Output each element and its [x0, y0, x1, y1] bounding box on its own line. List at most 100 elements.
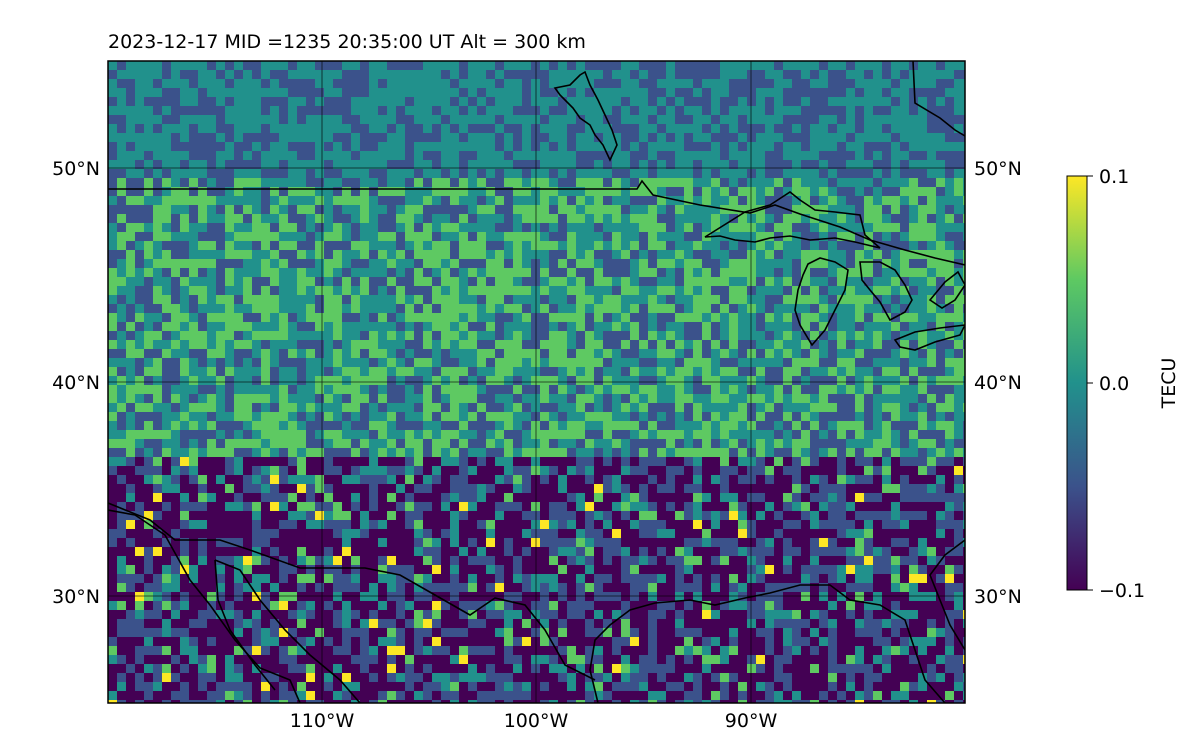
tec-cell — [657, 313, 666, 322]
tec-cell — [486, 421, 495, 430]
tec-cell — [495, 331, 504, 340]
tec-cell — [504, 448, 513, 457]
tec-cell — [441, 106, 450, 115]
tec-cell — [927, 520, 936, 529]
tec-cell — [657, 511, 666, 520]
tec-cell — [216, 295, 225, 304]
tec-cell — [378, 331, 387, 340]
tec-cell — [135, 106, 144, 115]
tec-cell — [747, 232, 756, 241]
tec-cell — [666, 376, 675, 385]
tec-cell — [351, 358, 360, 367]
tec-cell — [414, 196, 423, 205]
tec-cell — [531, 421, 540, 430]
tec-cell — [666, 367, 675, 376]
tec-cell — [522, 304, 531, 313]
tec-cell — [729, 70, 738, 79]
tec-cell — [198, 133, 207, 142]
tec-cell — [153, 187, 162, 196]
tec-cell — [792, 205, 801, 214]
tec-cell — [387, 277, 396, 286]
tec-cell — [369, 340, 378, 349]
tec-cell — [738, 142, 747, 151]
tec-cell — [252, 430, 261, 439]
tec-cell — [693, 232, 702, 241]
tec-cell — [342, 520, 351, 529]
tec-cell — [513, 277, 522, 286]
tec-cell — [684, 97, 693, 106]
tec-cell — [729, 97, 738, 106]
tec-cell — [414, 133, 423, 142]
tec-cell — [873, 169, 882, 178]
tec-cell — [855, 214, 864, 223]
tec-cell — [387, 259, 396, 268]
tec-cell — [720, 394, 729, 403]
tec-cell — [702, 115, 711, 124]
tec-cell — [684, 79, 693, 88]
tec-cell — [621, 376, 630, 385]
tec-cell — [774, 475, 783, 484]
tec-cell — [504, 286, 513, 295]
tec-cell — [126, 439, 135, 448]
tec-cell — [351, 151, 360, 160]
tec-cell — [360, 394, 369, 403]
tec-cell — [270, 61, 279, 70]
tec-cell — [369, 106, 378, 115]
tec-cell — [288, 331, 297, 340]
tec-cell — [252, 214, 261, 223]
tec-cell — [396, 295, 405, 304]
tec-cell — [531, 502, 540, 511]
tec-cell — [675, 61, 684, 70]
tec-cell — [648, 484, 657, 493]
tec-cell — [153, 61, 162, 70]
tec-cell — [144, 340, 153, 349]
tec-cell — [198, 430, 207, 439]
tec-cell — [459, 439, 468, 448]
tec-cell — [711, 196, 720, 205]
tec-cell — [162, 151, 171, 160]
tec-cell — [783, 277, 792, 286]
tec-cell — [207, 439, 216, 448]
tec-cell — [225, 376, 234, 385]
tec-cell — [342, 331, 351, 340]
tec-cell — [963, 268, 965, 277]
tec-cell — [729, 439, 738, 448]
tec-cell — [279, 340, 288, 349]
tec-cell — [738, 448, 747, 457]
tec-cell — [882, 520, 891, 529]
tec-cell — [603, 214, 612, 223]
tec-cell — [369, 61, 378, 70]
tec-cell — [423, 358, 432, 367]
tec-cell — [837, 439, 846, 448]
tec-cell — [603, 520, 612, 529]
tec-cell — [855, 493, 864, 502]
tec-cell — [198, 394, 207, 403]
tec-cell — [936, 520, 945, 529]
tec-map — [108, 61, 965, 703]
tec-cell — [945, 160, 954, 169]
tec-cell — [117, 376, 126, 385]
tec-cell — [630, 502, 639, 511]
tec-cell — [612, 367, 621, 376]
tec-cell — [297, 187, 306, 196]
tec-cell — [954, 196, 963, 205]
tec-cell — [225, 286, 234, 295]
tec-cell — [378, 268, 387, 277]
tec-cell — [135, 484, 144, 493]
tec-cell — [936, 286, 945, 295]
tec-cell — [261, 205, 270, 214]
tec-cell — [558, 88, 567, 97]
tec-cell — [252, 304, 261, 313]
tec-cell — [954, 484, 963, 493]
tec-cell — [171, 214, 180, 223]
tec-cell — [234, 475, 243, 484]
tec-cell — [414, 421, 423, 430]
tec-cell — [900, 493, 909, 502]
tec-cell — [657, 196, 666, 205]
tec-cell — [522, 511, 531, 520]
tec-cell — [144, 358, 153, 367]
tec-cell — [837, 286, 846, 295]
tec-cell — [477, 142, 486, 151]
tec-cell — [432, 79, 441, 88]
tec-cell — [540, 412, 549, 421]
